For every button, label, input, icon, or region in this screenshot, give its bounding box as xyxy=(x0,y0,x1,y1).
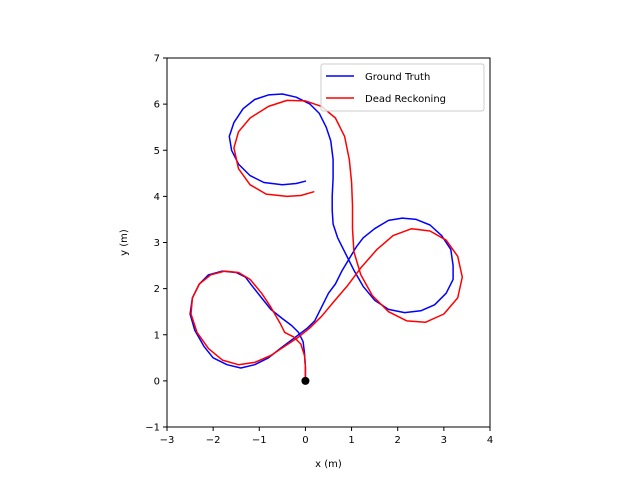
x-tick-label: 2 xyxy=(395,435,401,446)
legend-label-dead-reckoning: Dead Reckoning xyxy=(365,94,446,105)
x-tick-label: 0 xyxy=(302,435,308,446)
y-tick-label: 6 xyxy=(154,100,160,111)
series-line-dead-reckoning xyxy=(190,99,464,382)
x-axis-label: x (m) xyxy=(315,459,342,470)
series-layer xyxy=(189,93,464,382)
y-tick-label: 0 xyxy=(154,376,160,387)
legend: Ground Truth Dead Reckoning xyxy=(320,63,485,112)
start-point-marker xyxy=(301,376,310,385)
x-tick-label: −1 xyxy=(252,435,267,446)
y-axis-ticks: −1 0 1 2 3 4 5 6 7 xyxy=(145,54,167,434)
x-tick-label: 1 xyxy=(348,435,354,446)
x-tick-label: 3 xyxy=(441,435,447,446)
y-tick-label: 2 xyxy=(154,284,160,295)
x-tick-label: −3 xyxy=(160,435,175,446)
y-tick-label: 7 xyxy=(154,54,160,65)
y-tick-label: −1 xyxy=(145,423,160,434)
y-tick-label: 5 xyxy=(154,146,160,157)
y-axis-label: y (m) xyxy=(119,229,130,256)
marker-layer xyxy=(301,376,310,385)
legend-label-ground-truth: Ground Truth xyxy=(365,72,430,83)
plot-area xyxy=(167,58,490,427)
x-tick-label: −2 xyxy=(206,435,221,446)
x-axis-ticks: −3 −2 −1 0 1 2 3 4 xyxy=(160,427,493,446)
y-tick-label: 4 xyxy=(154,192,160,203)
legend-box xyxy=(320,63,485,112)
x-tick-label: 4 xyxy=(487,435,493,446)
y-tick-label: 3 xyxy=(154,238,160,249)
y-tick-label: 1 xyxy=(154,330,160,341)
